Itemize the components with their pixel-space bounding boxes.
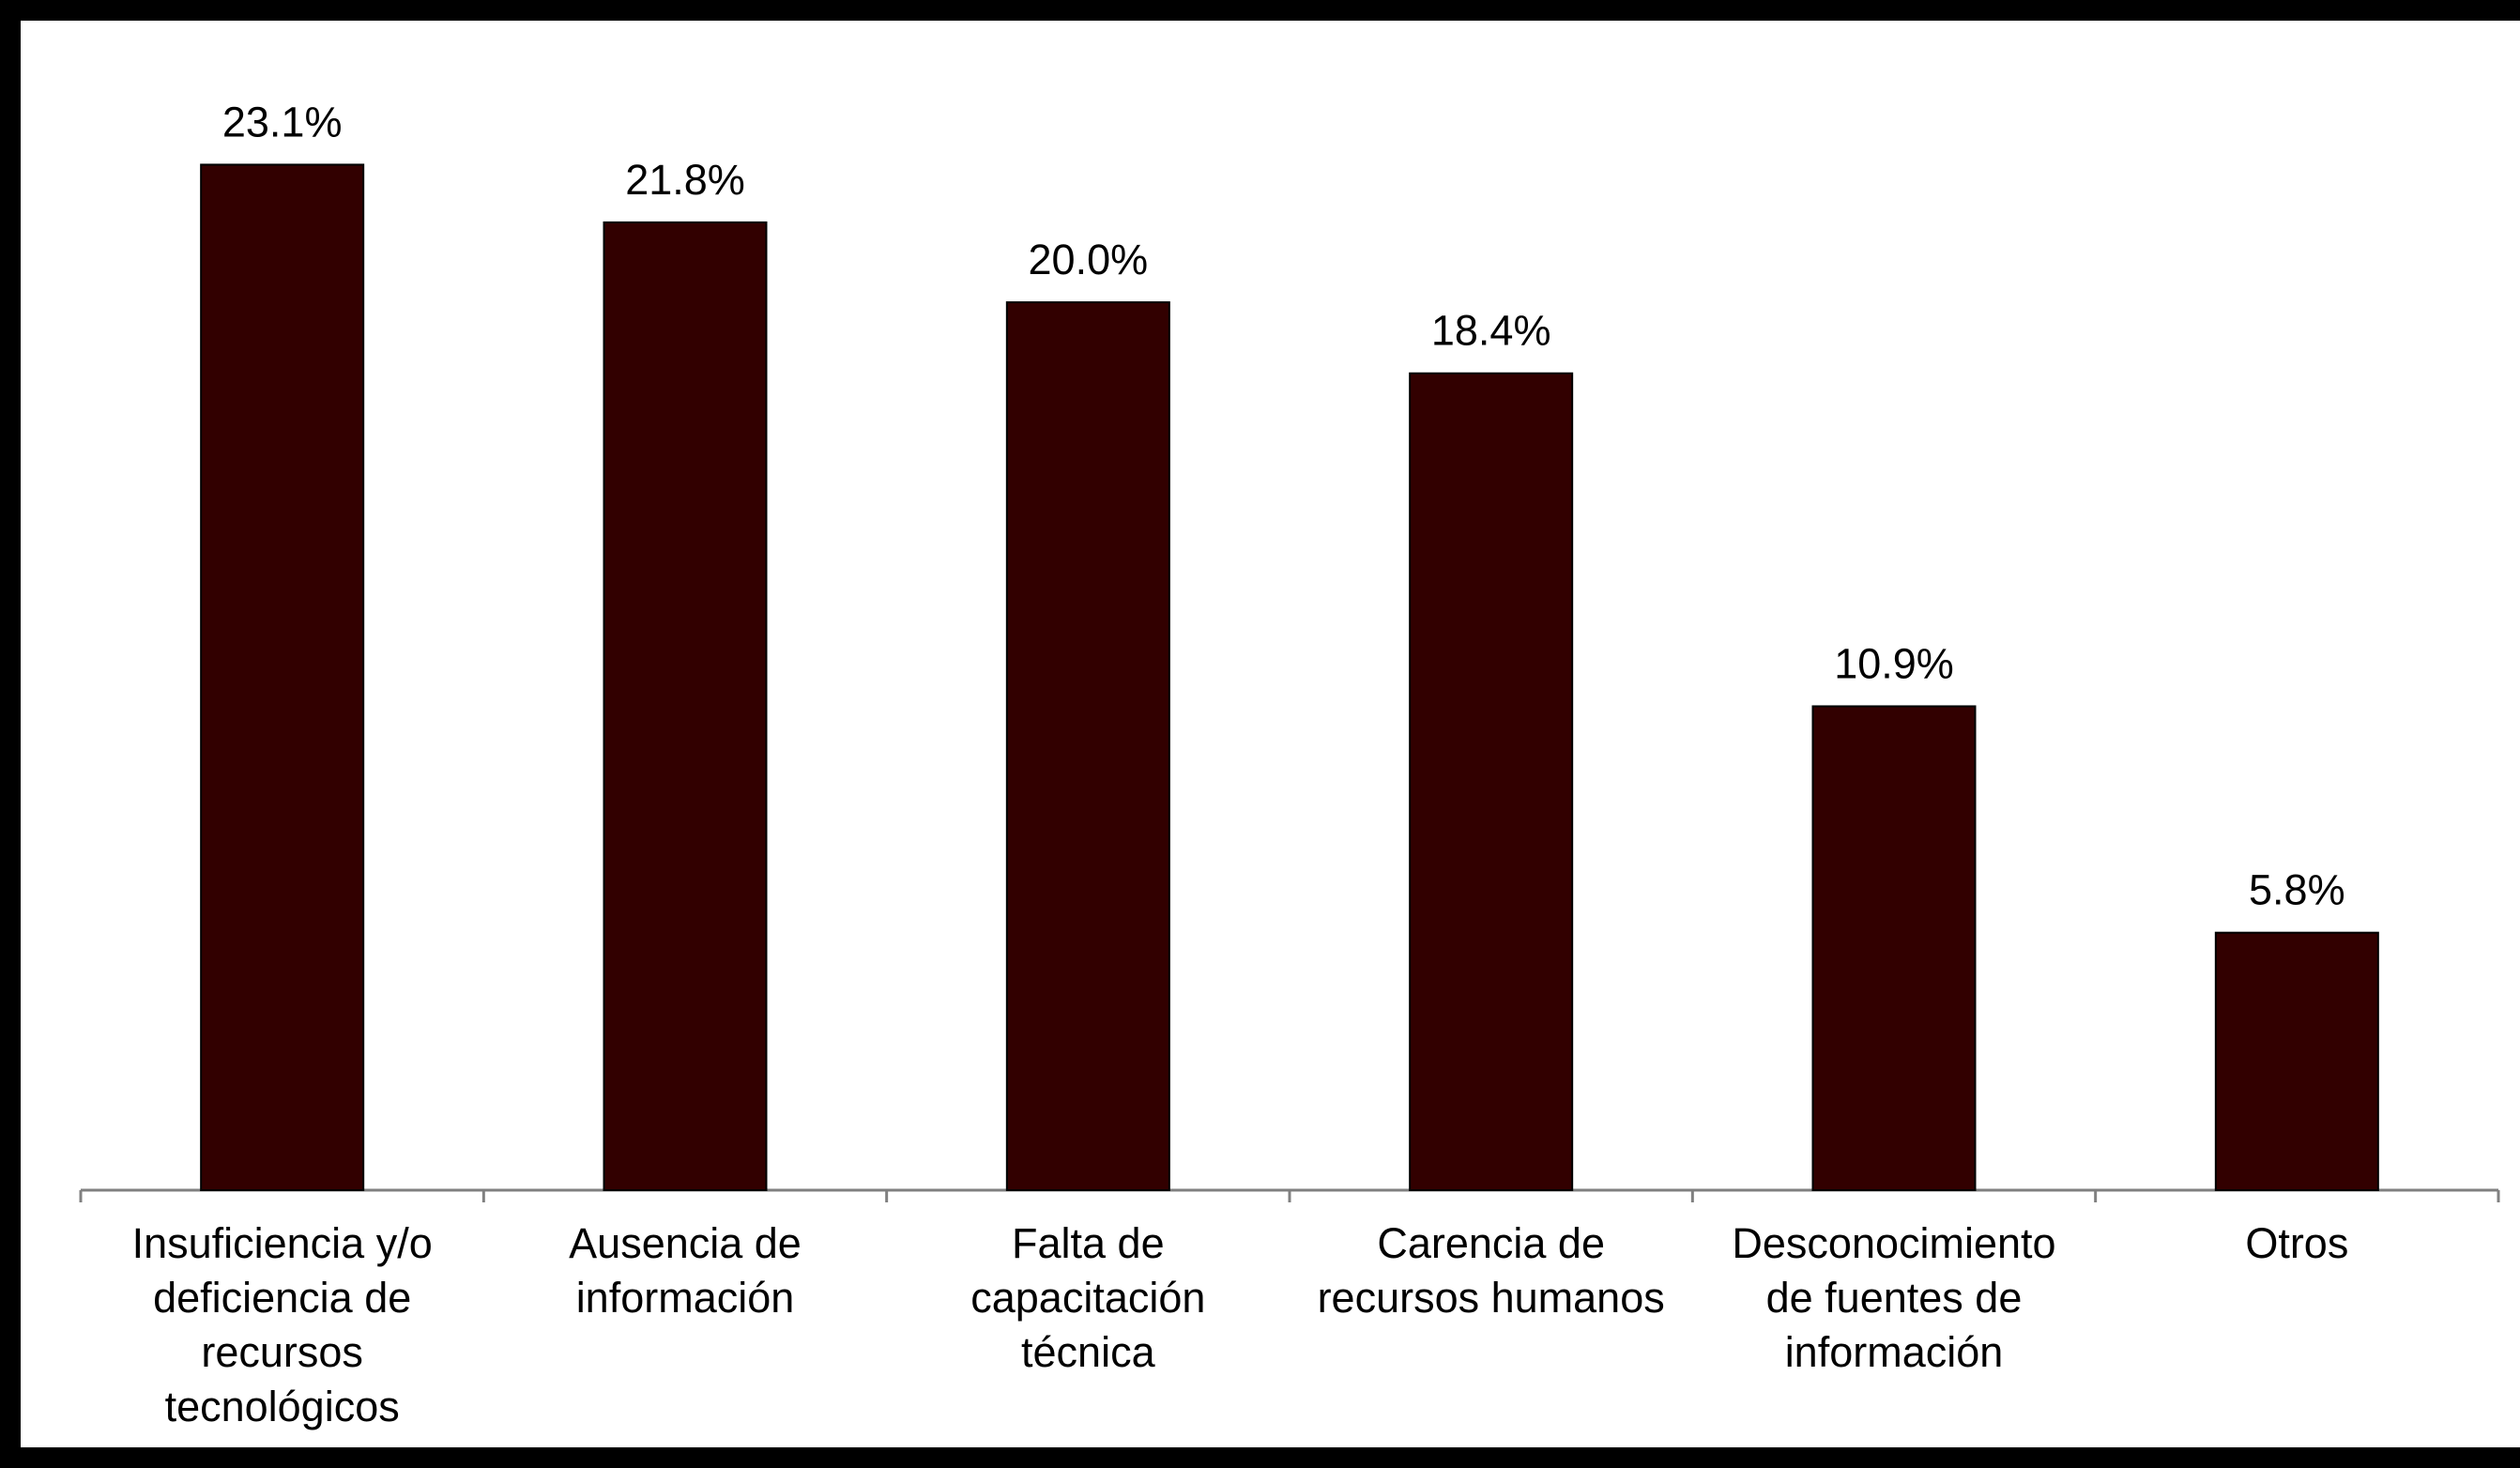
bar — [603, 221, 768, 1191]
bar-value-label: 5.8% — [2249, 866, 2345, 914]
category-label: Insuficiencia y/o deficiencia de recursos t… — [132, 1219, 433, 1430]
bar-value-label: 10.9% — [1834, 639, 1954, 687]
x-axis — [79, 1188, 2500, 1202]
labels: 23.1% Insuficiencia y/o deficiencia de recu… — [132, 98, 2349, 1430]
bar-value-label: 20.0% — [1029, 236, 1149, 283]
bar-value-label: 18.4% — [1431, 307, 1551, 355]
plot-background — [21, 21, 2520, 1447]
bar — [1409, 372, 1574, 1191]
bar — [2214, 931, 2379, 1191]
category-label: Falta de capacitación técnica — [970, 1219, 1205, 1376]
category-label: Otros — [2245, 1219, 2348, 1267]
bar — [1005, 301, 1170, 1191]
category-label: Ausencia de información — [569, 1219, 802, 1322]
bar — [200, 163, 365, 1192]
bars — [200, 163, 2379, 1192]
category-label: Desconocimiento de fuentes de información — [1732, 1219, 2055, 1376]
bar-value-label: 23.1% — [222, 98, 343, 145]
category-label: Carencia de recursos humanos — [1318, 1219, 1665, 1322]
bar — [1811, 705, 1977, 1191]
bar-value-label: 21.8% — [625, 156, 745, 204]
